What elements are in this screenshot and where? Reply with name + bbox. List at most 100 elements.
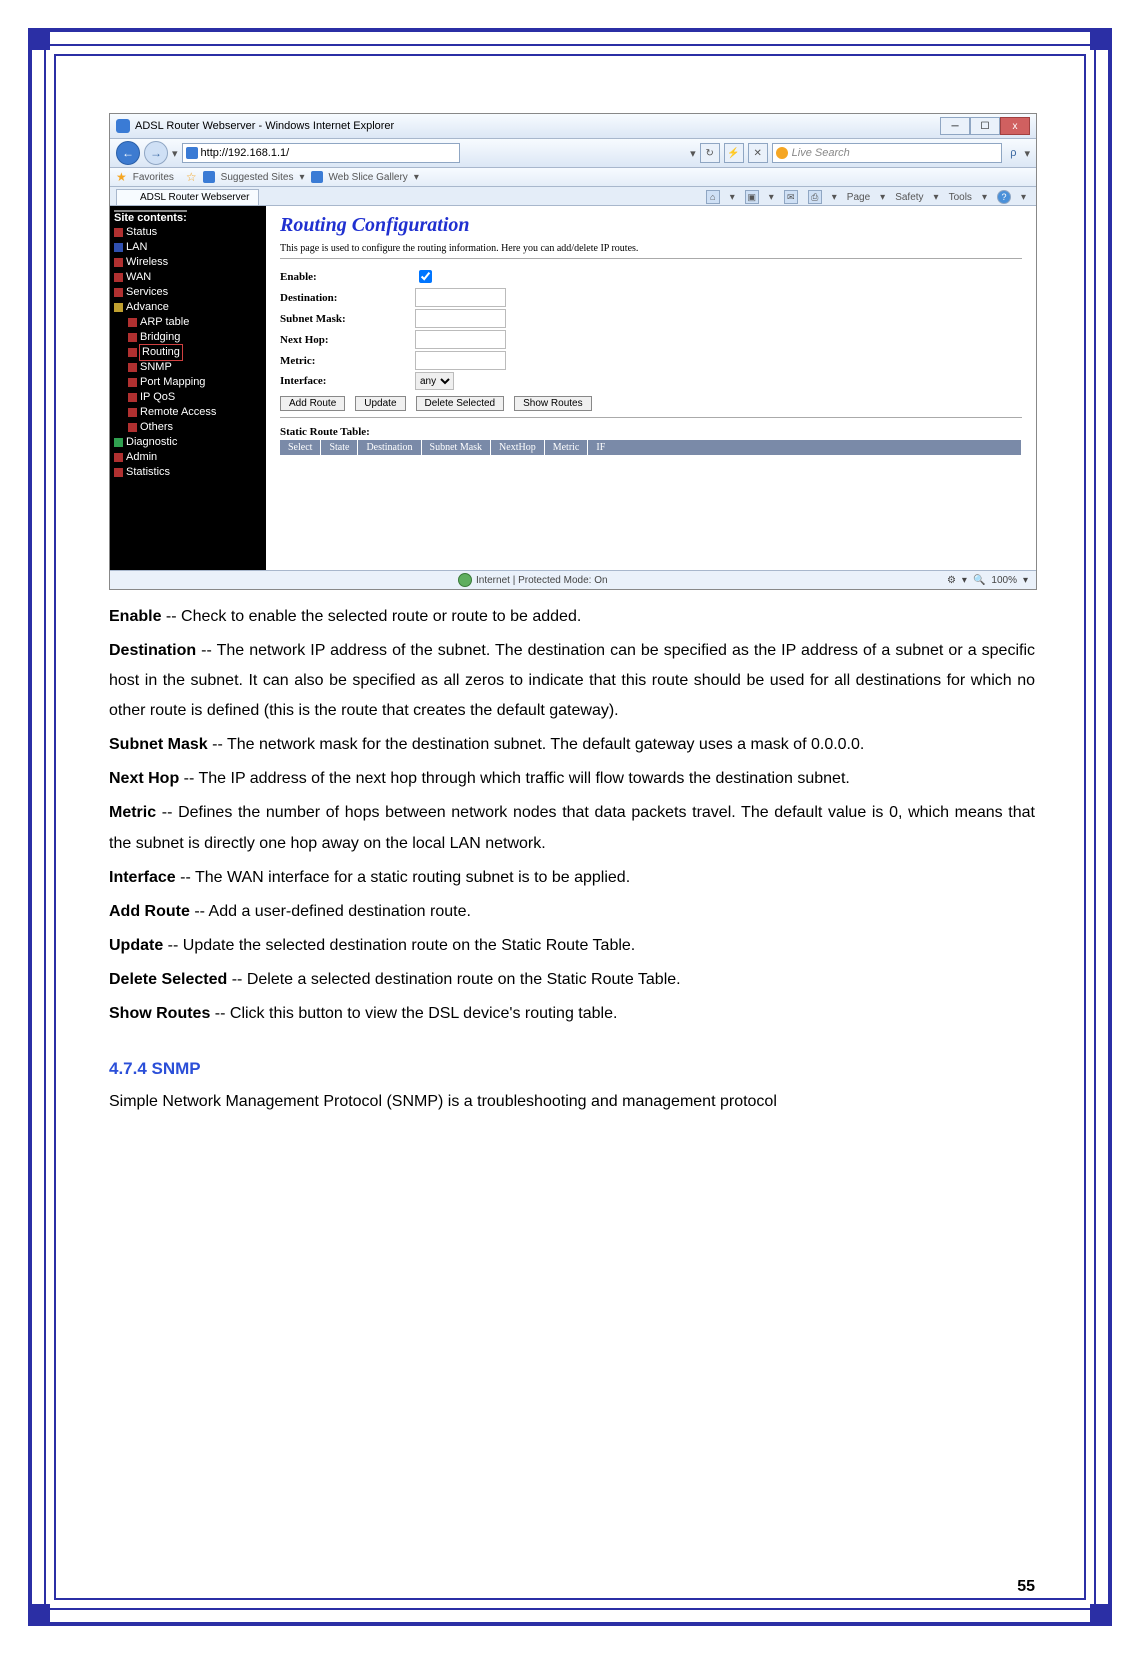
folder-icon: [114, 273, 123, 282]
sidebar-item-label: ARP table: [140, 315, 189, 330]
site-icon: [203, 171, 215, 183]
static-route-table-header: SelectStateDestinationSubnet MaskNextHop…: [280, 440, 1022, 455]
bing-icon: [776, 147, 788, 159]
sidebar-item-admin[interactable]: Admin: [112, 450, 264, 465]
address-bar-row: ← → ▾ http://192.168.1.1/ ▾ ↻ ⚡ ✕ Live S…: [110, 139, 1036, 168]
sidebar-item-others[interactable]: Others: [112, 420, 264, 435]
address-bar[interactable]: http://192.168.1.1/: [182, 143, 460, 163]
table-header-cell: Metric: [545, 440, 589, 455]
definition-next-hop: Next Hop -- The IP address of the next h…: [109, 764, 1035, 794]
sidebar-item-bridging[interactable]: Bridging: [112, 330, 264, 345]
sidebar-item-label: Others: [140, 420, 173, 435]
update-button[interactable]: Update: [355, 396, 405, 411]
definition-interface: Interface -- The WAN interface for a sta…: [109, 863, 1035, 893]
folder-icon: [128, 348, 137, 357]
site-icon: [311, 171, 323, 183]
folder-icon: [114, 303, 123, 312]
suggested-sites-link[interactable]: Suggested Sites: [221, 172, 294, 183]
sidebar-item-label: Status: [126, 225, 157, 240]
refresh-button[interactable]: ↻: [700, 143, 720, 163]
folder-icon: [114, 243, 123, 252]
folder-icon: [128, 423, 137, 432]
sidebar-item-diagnostic[interactable]: Diagnostic: [112, 435, 264, 450]
sidebar-item-remote-access[interactable]: Remote Access: [112, 405, 264, 420]
sidebar-item-snmp[interactable]: SNMP: [112, 360, 264, 375]
sidebar-item-label: LAN: [126, 240, 147, 255]
maximize-button[interactable]: ☐: [970, 117, 1000, 135]
destination-input[interactable]: [415, 288, 506, 307]
compat-button[interactable]: ⚡: [724, 143, 744, 163]
destination-label: Destination:: [280, 292, 415, 304]
table-header-cell: Destination: [358, 440, 421, 455]
corner-square: [28, 28, 50, 50]
sidebar-item-status[interactable]: Status: [112, 225, 264, 240]
sidebar-item-ip-qos[interactable]: IP QoS: [112, 390, 264, 405]
nexthop-label: Next Hop:: [280, 334, 415, 346]
panel-title: Routing Configuration: [280, 214, 1022, 237]
favorites-star-icon[interactable]: ★: [116, 170, 127, 184]
zoom-icon[interactable]: 🔍: [973, 575, 985, 586]
folder-icon: [114, 468, 123, 477]
definition-subnet-mask: Subnet Mask -- The network mask for the …: [109, 730, 1035, 760]
status-text: Internet | Protected Mode: On: [476, 575, 608, 586]
protected-mode-icon: ⚙: [947, 575, 956, 586]
url-text: http://192.168.1.1/: [201, 147, 290, 159]
sidebar-item-label: Services: [126, 285, 168, 300]
folder-icon: [128, 318, 137, 327]
section-heading: 4.7.4 SNMP: [109, 1053, 1035, 1085]
browser-tab[interactable]: ADSL Router Webserver: [116, 189, 259, 205]
sidebar-item-advance[interactable]: Advance: [112, 300, 264, 315]
sidebar-item-services[interactable]: Services: [112, 285, 264, 300]
sidebar-item-port-mapping[interactable]: Port Mapping: [112, 375, 264, 390]
add-route-button[interactable]: Add Route: [280, 396, 345, 411]
forward-button[interactable]: →: [144, 141, 168, 165]
minimize-button[interactable]: ─: [940, 117, 970, 135]
table-header-cell: Select: [280, 440, 321, 455]
zoom-level: 100%: [991, 575, 1017, 586]
tools-menu[interactable]: Tools: [949, 192, 972, 203]
safety-menu[interactable]: Safety: [895, 192, 923, 203]
sidebar-item-wan[interactable]: WAN: [112, 270, 264, 285]
window-titlebar: ADSL Router Webserver - Windows Internet…: [110, 114, 1036, 139]
metric-input[interactable]: [415, 351, 506, 370]
browser-screenshot: ADSL Router Webserver - Windows Internet…: [109, 113, 1037, 590]
sidebar-item-lan[interactable]: LAN: [112, 240, 264, 255]
tab-icon: [125, 192, 136, 203]
home-icon[interactable]: ⌂: [706, 190, 720, 204]
nexthop-input[interactable]: [415, 330, 506, 349]
print-icon[interactable]: ⎙: [808, 190, 822, 204]
router-main-panel: Routing Configuration This page is used …: [266, 206, 1036, 570]
close-button[interactable]: x: [1000, 117, 1030, 135]
feeds-icon[interactable]: ▣: [745, 190, 759, 204]
sidebar-item-label: Diagnostic: [126, 435, 177, 450]
command-bar: ⌂▾ ▣▾ ✉ ⎙▾ Page▾ Safety▾ Tools▾ ?▾: [706, 190, 1030, 204]
search-box[interactable]: Live Search: [772, 143, 1003, 163]
zone-icon: [458, 573, 472, 587]
sidebar-item-label: Advance: [126, 300, 169, 315]
table-header-cell: State: [321, 440, 358, 455]
show-routes-button[interactable]: Show Routes: [514, 396, 591, 411]
sidebar-item-label: Statistics: [126, 465, 170, 480]
sidebar-item-routing[interactable]: Routing: [112, 345, 264, 360]
sidebar-item-arp-table[interactable]: ARP table: [112, 315, 264, 330]
page-menu[interactable]: Page: [847, 192, 870, 203]
help-icon[interactable]: ?: [997, 190, 1011, 204]
definition-destination: Destination -- The network IP address of…: [109, 636, 1035, 726]
web-slice-link[interactable]: Web Slice Gallery: [329, 172, 408, 183]
enable-checkbox[interactable]: [419, 270, 432, 283]
search-icon[interactable]: ρ: [1006, 147, 1020, 159]
sidebar-item-label: SNMP: [140, 360, 172, 375]
tab-bar: ADSL Router Webserver ⌂▾ ▣▾ ✉ ⎙▾ Page▾ S…: [110, 187, 1036, 206]
sidebar-item-statistics[interactable]: Statistics: [112, 465, 264, 480]
delete-selected-button[interactable]: Delete Selected: [416, 396, 505, 411]
page-number: 55: [1017, 1578, 1035, 1596]
subnetmask-input[interactable]: [415, 309, 506, 328]
interface-select[interactable]: any: [415, 372, 454, 390]
sidebar-item-wireless[interactable]: Wireless: [112, 255, 264, 270]
table-header-cell: IF: [588, 440, 1022, 455]
sidebar-item-label: Port Mapping: [140, 375, 205, 390]
static-route-table-title: Static Route Table:: [280, 426, 1022, 438]
back-button[interactable]: ←: [116, 141, 140, 165]
mail-icon[interactable]: ✉: [784, 190, 798, 204]
stop-button[interactable]: ✕: [748, 143, 768, 163]
